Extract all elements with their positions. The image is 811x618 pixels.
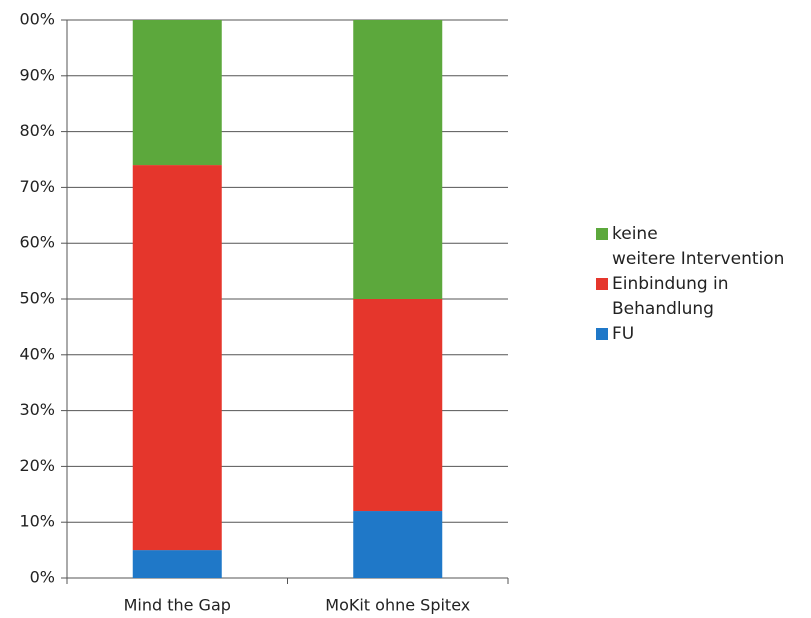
bar-segment [353, 511, 443, 578]
x-tick-label: Mind the Gap [124, 596, 231, 615]
y-tick-label: 30% [19, 400, 55, 419]
legend: keine weitere Intervention Einbindung in … [596, 222, 784, 347]
legend-label: keine weitere Intervention [612, 224, 785, 269]
legend-label: Einbindung in Behandlung [612, 274, 729, 319]
bar-segment [353, 299, 443, 512]
legend-item: keine weitere Intervention [596, 222, 784, 272]
y-tick-label: 0% [30, 568, 55, 587]
bar-segment [132, 550, 222, 578]
y-tick-label: 10% [19, 512, 55, 531]
y-tick-label: 20% [19, 456, 55, 475]
y-tick-label: 70% [19, 177, 55, 196]
bar-segment [353, 20, 443, 299]
y-tick-label: 00% [19, 10, 55, 29]
x-tick-label: MoKit ohne Spitex [325, 596, 470, 615]
y-tick-label: 80% [19, 121, 55, 140]
legend-swatch [596, 228, 608, 240]
legend-label: FU [612, 324, 635, 344]
bar-segment [132, 20, 222, 166]
legend-swatch [596, 278, 608, 290]
legend-swatch [596, 328, 608, 340]
y-tick-label: 50% [19, 289, 55, 308]
y-tick-label: 60% [19, 233, 55, 252]
y-tick-label: 90% [19, 65, 55, 84]
bar-segment [132, 165, 222, 551]
legend-item: Einbindung in Behandlung [596, 272, 784, 322]
legend-item: FU [596, 322, 784, 347]
y-tick-label: 40% [19, 344, 55, 363]
